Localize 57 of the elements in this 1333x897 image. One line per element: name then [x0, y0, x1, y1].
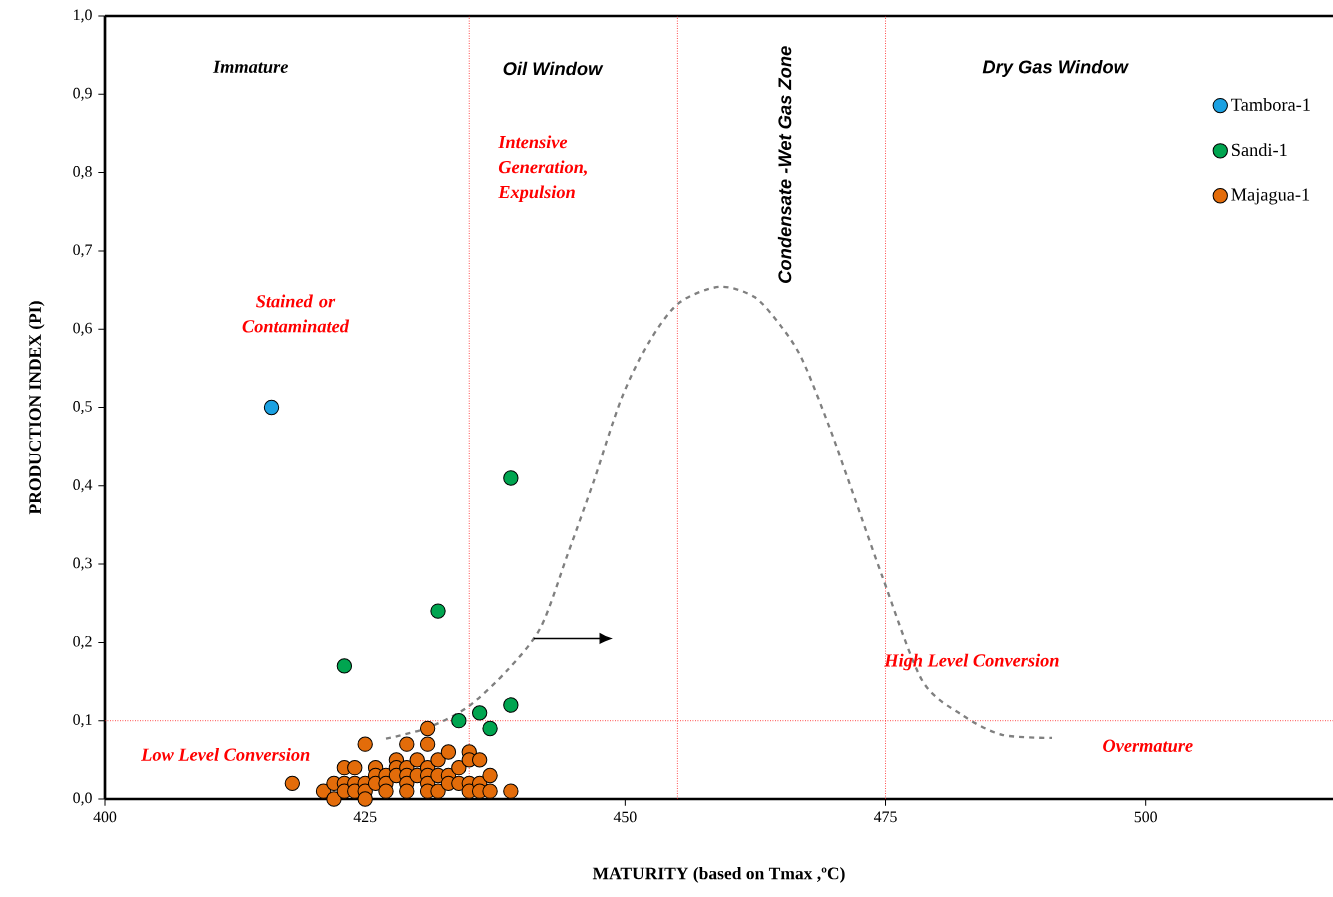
annotation: Oil Window	[503, 61, 604, 76]
annotation: Low Level Conversion	[141, 747, 310, 761]
point	[430, 603, 446, 619]
annotation: Intensive Generation, Expulsion	[498, 135, 587, 202]
point	[482, 767, 498, 784]
point	[430, 783, 446, 799]
point	[357, 791, 373, 807]
point	[399, 783, 415, 799]
y-tick-label: 0,4	[73, 479, 93, 493]
annotation: Condensate -Wet Gas Zone	[777, 46, 792, 283]
y-tick-label: 0,6	[73, 322, 92, 336]
point	[419, 736, 436, 752]
point	[471, 705, 488, 721]
point	[409, 752, 425, 768]
point	[263, 399, 280, 416]
point	[284, 775, 300, 791]
y-tick-label: 0,0	[73, 792, 92, 806]
y-tick-label: 0,5	[73, 401, 92, 414]
y-tick-label: 0,8	[73, 166, 92, 180]
legend-label: Majagua-1	[1231, 188, 1310, 205]
point	[482, 720, 498, 737]
point	[503, 783, 519, 799]
point	[503, 697, 519, 713]
point	[471, 752, 488, 768]
point	[357, 736, 373, 752]
x-tick-label: 500	[1134, 811, 1157, 823]
x-tick-label: 400	[93, 811, 117, 823]
y-axis-title: PRODUCTION INDEX (PI)	[28, 301, 45, 515]
x-tick-label: 425	[353, 811, 377, 823]
point	[419, 720, 436, 737]
point	[347, 760, 363, 776]
annotation: Stained or Contaminated	[242, 294, 350, 333]
y-tick-label: 0,2	[73, 635, 92, 649]
point	[336, 658, 353, 674]
annotation: High Level Conversion	[884, 653, 1059, 671]
annotation: Overmature	[1103, 739, 1193, 752]
legend-label: Sandi-1	[1232, 143, 1287, 157]
x-tick-label: 475	[873, 811, 897, 823]
y-tick-label: 0,3	[73, 557, 92, 571]
x-axis-title: MATURITY (based on Tmax ,ºC)	[592, 867, 845, 883]
point	[503, 470, 519, 486]
x-tick-label: 450	[613, 811, 637, 823]
y-tick-label: 1,0	[74, 9, 92, 23]
annotation: Dry Gas Window	[982, 59, 1129, 77]
legend-label: Tambora-1	[1231, 97, 1310, 111]
point	[326, 791, 342, 807]
y-tick-label: 0,7	[73, 244, 93, 258]
point	[482, 783, 498, 799]
y-tick-label: 0,1	[73, 714, 92, 728]
annotation: Immature	[212, 60, 288, 73]
y-tick-label: 0,9	[73, 87, 92, 101]
point	[378, 783, 394, 799]
point	[440, 744, 457, 760]
point	[451, 760, 467, 776]
point	[430, 752, 446, 768]
point	[451, 713, 467, 729]
point	[399, 736, 415, 752]
